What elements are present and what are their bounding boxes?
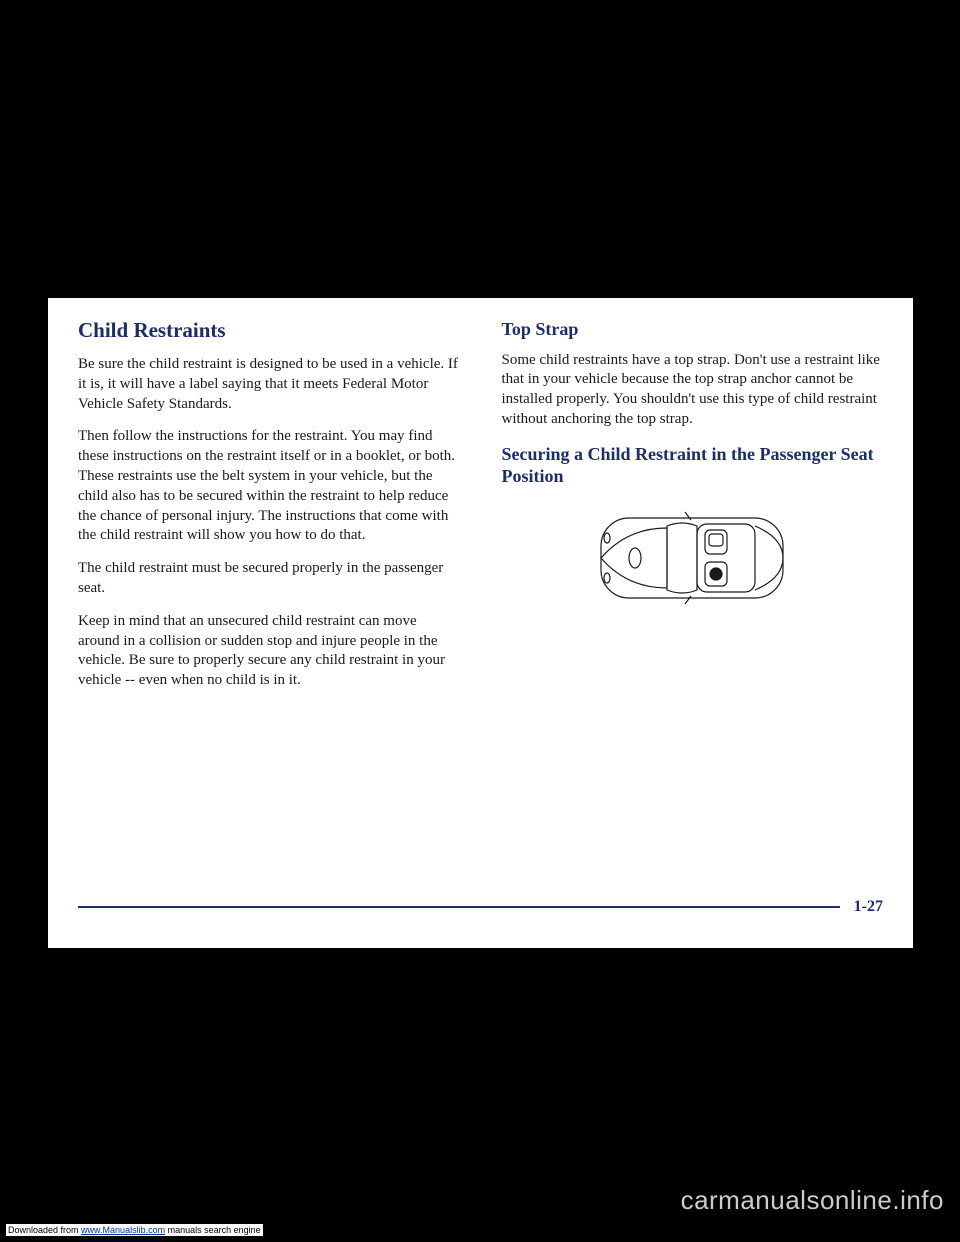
download-suffix: manuals search engine [165,1225,261,1235]
heading-child-restraints: Child Restraints [78,318,460,343]
manual-page: Child Restraints Be sure the child restr… [48,298,913,948]
paragraph: The child restraint must be secured prop… [78,559,460,599]
heading-securing-child-restraint: Securing a Child Restraint in the Passen… [502,443,884,488]
left-column: Child Restraints Be sure the child restr… [78,318,460,704]
vehicle-svg-icon [587,498,797,618]
download-prefix: Downloaded from [8,1225,81,1235]
page-number: 1-27 [854,898,883,916]
two-column-layout: Child Restraints Be sure the child restr… [78,318,883,704]
right-column: Top Strap Some child restraints have a t… [502,318,884,704]
paragraph: Be sure the child restraint is designed … [78,355,460,414]
download-link[interactable]: www.Manualslib.com [81,1225,165,1235]
download-source-note: Downloaded from www.Manualslib.com manua… [6,1224,263,1236]
footer-rule: 1-27 [78,898,883,916]
paragraph: Keep in mind that an unsecured child res… [78,612,460,691]
horizontal-rule [78,906,840,908]
paragraph: Then follow the instructions for the res… [78,427,460,546]
vehicle-top-view-diagram [587,498,797,618]
paragraph: Some child restraints have a top strap. … [502,351,884,430]
heading-top-strap: Top Strap [502,318,884,341]
watermark-text: carmanualsonline.info [681,1185,944,1216]
